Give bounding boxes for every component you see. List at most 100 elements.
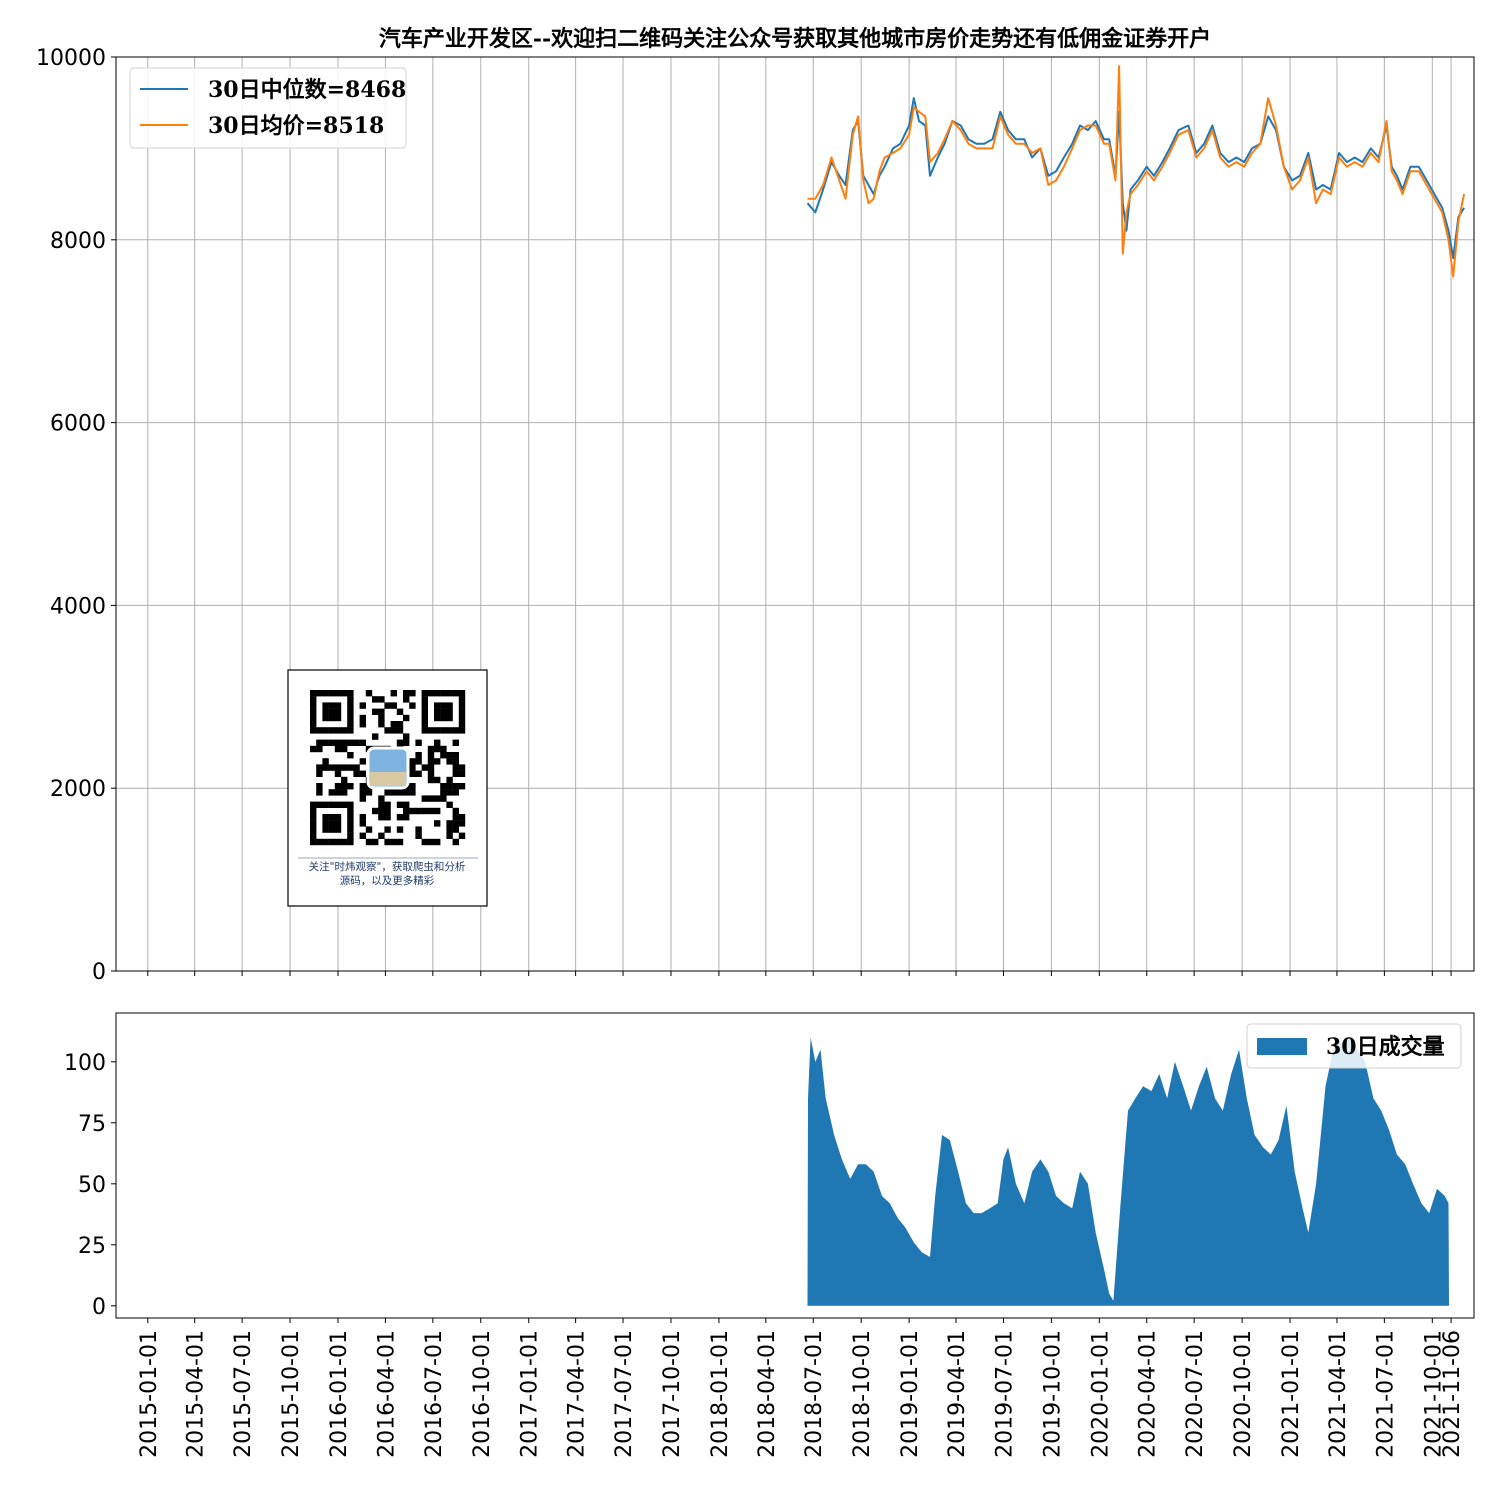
qr-module — [322, 814, 329, 821]
qr-module — [328, 708, 335, 715]
qr-module — [310, 745, 317, 753]
qr-module — [403, 690, 410, 697]
qr-module — [434, 838, 441, 846]
qr-module — [310, 814, 317, 821]
qr-module — [310, 727, 317, 734]
qr-module — [384, 807, 391, 815]
qr-module — [434, 807, 441, 815]
qr-module — [334, 702, 342, 709]
qr-module — [378, 696, 385, 703]
qr-module — [446, 758, 453, 765]
qr-module — [322, 714, 329, 722]
qr-module — [341, 783, 348, 790]
qr-module — [440, 752, 447, 759]
y-tick-label: 50 — [78, 1173, 106, 1198]
qr-module — [328, 801, 335, 808]
qr-module — [310, 826, 317, 833]
qr-module — [390, 838, 397, 846]
qr-module — [390, 690, 397, 697]
qr-module — [341, 727, 348, 734]
x-tick-label: 2017-10-01 — [660, 1330, 685, 1458]
qr-module — [434, 776, 441, 784]
qr-module — [458, 690, 466, 697]
qr-module — [322, 739, 329, 746]
qr-module — [328, 820, 335, 827]
price-series — [806, 65, 1466, 278]
qr-module — [384, 789, 391, 796]
qr-module — [328, 702, 335, 709]
qr-module — [328, 690, 335, 697]
qr-module — [341, 690, 348, 697]
qr-module — [458, 702, 466, 709]
qr-module — [458, 764, 466, 771]
qr-module — [316, 745, 323, 753]
qr-module — [446, 776, 453, 784]
qr-module — [415, 826, 422, 833]
qr-module — [322, 702, 329, 709]
qr-module — [403, 714, 410, 722]
qr-module — [341, 789, 348, 796]
qr-module — [458, 770, 466, 777]
qr-module — [403, 814, 410, 821]
qr-module — [316, 838, 323, 846]
qr-module — [310, 690, 317, 697]
qr-module — [458, 727, 466, 734]
qr-module — [328, 814, 335, 821]
qr-module — [322, 838, 329, 846]
qr-module — [421, 838, 428, 846]
qr-module — [427, 770, 435, 777]
qr-module — [328, 764, 335, 771]
qr-module — [434, 702, 441, 709]
qr-module — [390, 727, 397, 734]
qr-module — [378, 801, 385, 808]
qr-module — [458, 708, 466, 715]
x-tick-label: 2015-04-01 — [184, 1330, 209, 1458]
qr-module — [359, 739, 366, 746]
qr-module — [359, 832, 366, 839]
qr-module — [421, 708, 428, 715]
x-tick-label: 2020-01-01 — [1088, 1330, 1113, 1458]
qr-module — [440, 745, 447, 753]
qr-module — [334, 783, 342, 790]
qr-module — [434, 820, 441, 827]
qr-module — [334, 714, 342, 722]
y-tick-label: 0 — [92, 1295, 106, 1320]
qr-module — [334, 764, 342, 771]
qr-module — [359, 814, 366, 821]
x-tick-label: 2016-01-01 — [327, 1330, 352, 1458]
x-tick-label: 2018-07-01 — [802, 1330, 827, 1458]
qr-module — [372, 807, 379, 815]
y-tick-label: 10000 — [36, 46, 106, 71]
qr-module — [353, 739, 360, 746]
qr-module — [365, 690, 373, 697]
volume-y-axis: 0 25 50 75 100 — [64, 1051, 116, 1320]
price-y-axis: 0 2000 4000 6000 8000 10000 — [36, 46, 116, 985]
qr-module — [322, 690, 329, 697]
qr-module — [378, 714, 385, 722]
qr-module — [452, 838, 459, 846]
qr-module — [452, 739, 459, 746]
qr-module — [347, 752, 354, 759]
qr-module — [403, 801, 410, 808]
qr-module — [334, 801, 342, 808]
qr-module — [390, 721, 397, 728]
volume-legend: 30日成交量 — [1246, 1023, 1462, 1069]
qr-module — [427, 758, 435, 765]
qr-module — [322, 801, 329, 808]
qr-module — [446, 801, 453, 808]
qr-module — [421, 727, 428, 734]
y-tick-label: 25 — [78, 1234, 106, 1259]
qr-module — [452, 814, 459, 821]
qr-module — [359, 702, 366, 709]
qr-module — [396, 727, 404, 734]
qr-module — [409, 789, 416, 796]
qr-module — [347, 721, 354, 728]
qr-module — [452, 758, 459, 765]
qr-module — [310, 832, 317, 839]
x-tick-label: 2017-07-01 — [612, 1330, 637, 1458]
qr-module — [378, 721, 385, 728]
qr-module — [390, 789, 397, 796]
qr-module — [316, 783, 323, 790]
x-tick-label: 2015-01-01 — [137, 1330, 162, 1458]
